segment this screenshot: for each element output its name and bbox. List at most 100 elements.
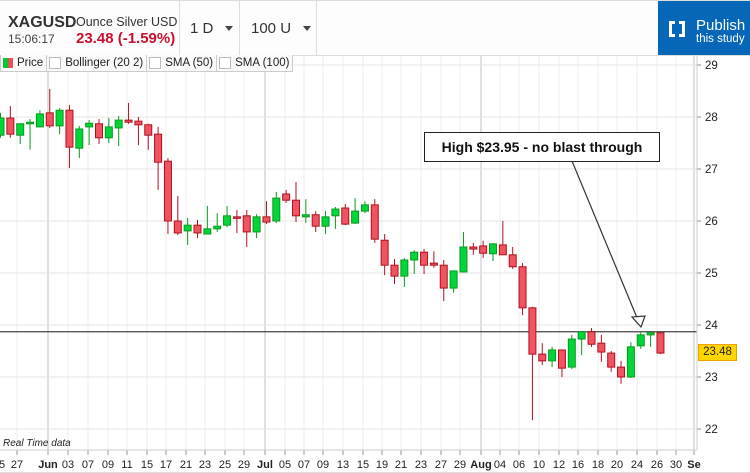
candle-down [420, 251, 429, 266]
candle-down [469, 246, 478, 250]
candle-down [341, 207, 350, 225]
annotation-box[interactable]: High $23.95 - no blast through [424, 132, 660, 162]
candle-down [538, 353, 547, 362]
x-tick-label: 06 [513, 459, 525, 471]
y-axis: 22 23 24 25 26 27 28 29 [696, 56, 718, 450]
y-tick-label: 25 [705, 268, 718, 280]
candle-down [292, 199, 300, 217]
candle-down [232, 216, 241, 219]
candle-up [183, 224, 192, 232]
legend-sma50[interactable]: SMA (50) [146, 55, 218, 72]
legend-sma50-label: SMA (50) [165, 57, 214, 69]
annotation-arrow-line [571, 160, 641, 326]
x-axis: 25 27 Jun 03 07 09 11 15 17 21 23 25 29 Jul 05 07 09 13 15… [0, 449, 701, 471]
candle-up [272, 197, 281, 222]
x-tick-label: 16 [572, 459, 584, 471]
candle-up [577, 331, 586, 340]
candle-up [203, 228, 212, 235]
price-swatch-icon [3, 58, 13, 68]
candle-up [331, 208, 340, 217]
candle-up [213, 225, 222, 230]
candle-down [311, 214, 320, 227]
candle-down [557, 349, 566, 369]
legend-sma100[interactable]: SMA (100) [216, 55, 294, 72]
candle-up [360, 204, 369, 212]
legend-price-label: Price [17, 57, 44, 69]
candles [0, 88, 665, 421]
x-tick-label: 07 [298, 459, 310, 471]
publish-button[interactable]: Publish this study [658, 1, 750, 55]
x-tick-label: Se [687, 459, 700, 471]
candle-up [351, 210, 360, 224]
legend-price[interactable]: Price [0, 55, 48, 72]
candle-up [301, 214, 310, 218]
x-tick-label: 23 [199, 459, 211, 471]
checkbox-icon[interactable] [149, 57, 162, 69]
candle-up [75, 128, 84, 149]
x-tick-label: 13 [337, 459, 349, 471]
x-tick-label: Jun [38, 459, 58, 471]
checkbox-icon[interactable] [219, 57, 232, 69]
x-tick-label: 12 [553, 459, 565, 471]
x-tick-label: 09 [102, 459, 114, 471]
legend-sma100-label: SMA (100) [235, 57, 290, 69]
candle-up [223, 215, 232, 226]
candle-down [390, 264, 399, 277]
candle-up [104, 126, 113, 139]
quote-time: 15:06:17 [8, 32, 55, 46]
candle-down [656, 332, 665, 354]
x-tick-label: 20 [611, 459, 623, 471]
x-tick-label: 17 [160, 459, 172, 471]
candle-down [617, 366, 626, 378]
x-tick-label: 25 [0, 459, 5, 471]
candle-up [35, 113, 44, 128]
x-tick-label: 29 [238, 459, 250, 471]
candle-up [548, 349, 557, 362]
candle-down [6, 117, 15, 135]
candle-down [163, 160, 172, 222]
candle-up [16, 123, 25, 136]
y-tick-label: 29 [705, 60, 718, 72]
units-dropdown[interactable]: 100 U [241, 1, 317, 55]
x-tick-label: Jul [257, 459, 273, 471]
candle-up [321, 216, 330, 227]
x-tick-label: 10 [533, 459, 545, 471]
bracket-icon [669, 21, 685, 37]
candle-down [439, 264, 448, 289]
chevron-down-icon [303, 25, 312, 31]
symbol-info[interactable]: XAGUSD 15:06:17 Ounce Silver USD 23.48 (… [0, 1, 180, 55]
x-tick-label: 07 [82, 459, 94, 471]
candle-down [144, 124, 153, 136]
x-tick-label: 26 [651, 459, 663, 471]
candle-down [508, 254, 517, 268]
symbol-name: XAGUSD [8, 14, 77, 31]
candle-down [124, 119, 133, 123]
legend-bollinger[interactable]: Bollinger (20 2) [46, 55, 148, 72]
candle-up [449, 270, 458, 289]
x-tick-label: 15 [357, 459, 369, 471]
candle-up [489, 243, 497, 255]
y-tick-label: 22 [705, 424, 718, 436]
candle-up [410, 251, 419, 261]
y-tick-label: 24 [705, 320, 718, 332]
chart-header: XAGUSD 15:06:17 Ounce Silver USD 23.48 (… [0, 0, 750, 56]
x-tick-label: 24 [631, 459, 643, 471]
x-tick-label: 27 [435, 459, 447, 471]
price-change: 23.48 (-1.59%) [76, 30, 176, 47]
candle-up [400, 259, 409, 277]
x-tick-label: 09 [317, 459, 329, 471]
last-price-tag: 23.48 [698, 344, 737, 361]
y-tick-label: 23 [705, 372, 718, 384]
units-value: 100 U [251, 19, 292, 37]
candle-down [282, 193, 291, 201]
candle-down [193, 224, 202, 234]
checkbox-icon[interactable] [49, 57, 62, 69]
x-tick-label: 25 [219, 459, 231, 471]
grid [0, 56, 697, 450]
candle-down [479, 245, 488, 254]
interval-dropdown[interactable]: 1 D [180, 1, 240, 55]
candle-up [646, 332, 655, 336]
candle-down [429, 262, 438, 266]
symbol-description: Ounce Silver USD [76, 15, 178, 29]
